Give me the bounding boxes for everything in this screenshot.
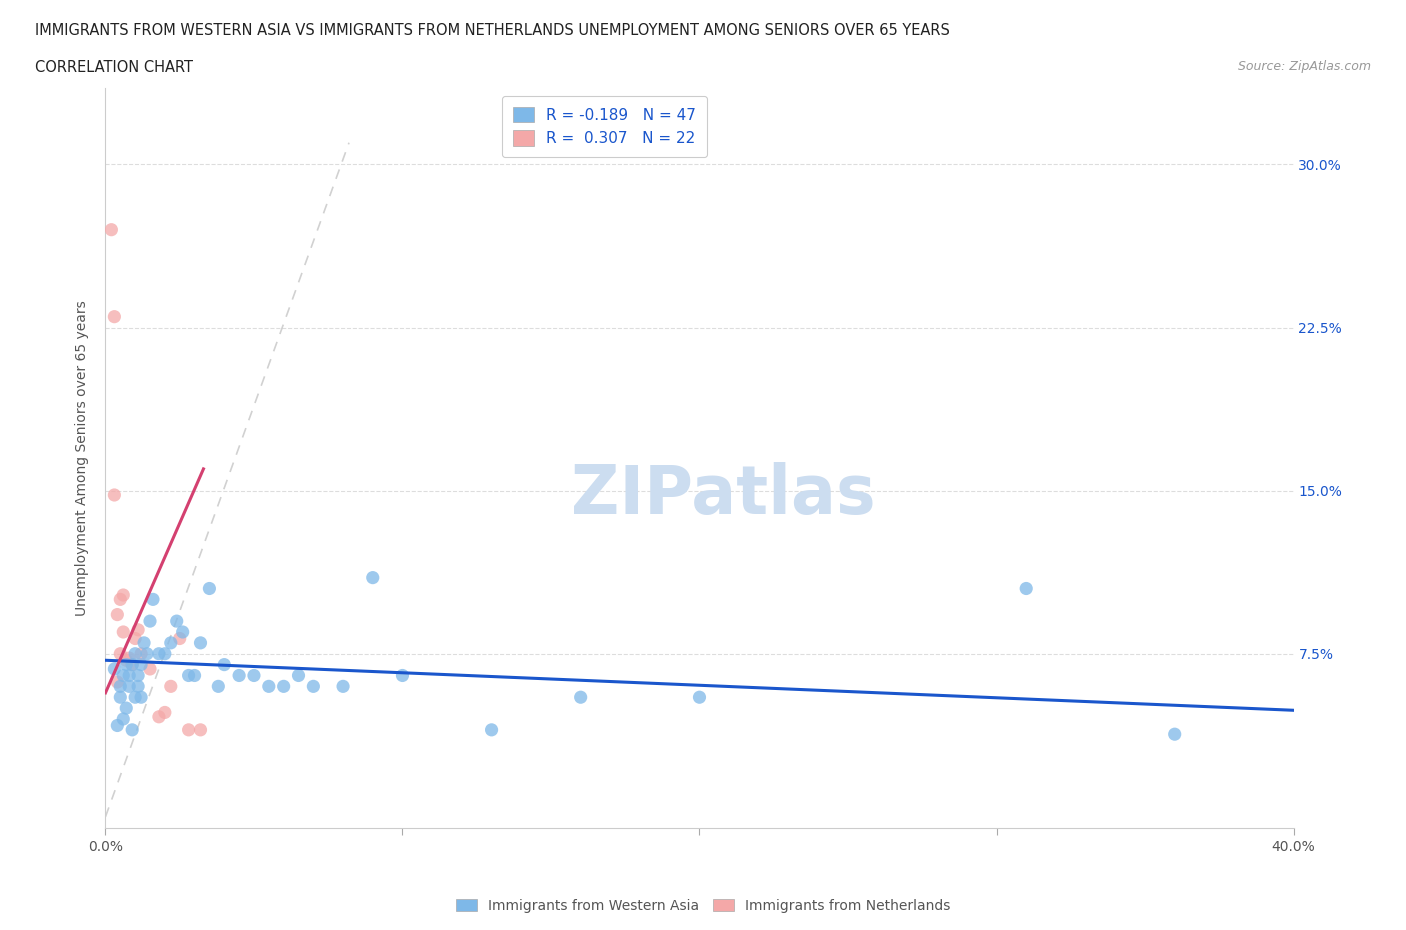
Point <box>148 710 170 724</box>
Point <box>153 646 176 661</box>
Text: ZIPatlas: ZIPatlas <box>571 462 876 528</box>
Point <box>169 631 191 646</box>
Point <box>198 581 221 596</box>
Point <box>689 690 711 705</box>
Legend: Immigrants from Western Asia, Immigrants from Netherlands: Immigrants from Western Asia, Immigrants… <box>450 894 956 919</box>
Point <box>139 614 162 629</box>
Point <box>391 668 413 683</box>
Point <box>127 622 149 637</box>
Point <box>110 679 132 694</box>
Point <box>110 646 132 661</box>
Point <box>127 668 149 683</box>
Point <box>110 690 132 705</box>
Point <box>112 625 135 640</box>
Point <box>100 222 122 237</box>
Point <box>115 653 138 668</box>
Point <box>103 310 125 325</box>
Point <box>127 679 149 694</box>
Point <box>190 635 212 650</box>
Point <box>172 625 194 640</box>
Point <box>190 723 212 737</box>
Point <box>569 690 592 705</box>
Point <box>129 646 152 661</box>
Point <box>207 679 229 694</box>
Point <box>112 588 135 603</box>
Point <box>214 658 236 672</box>
Point <box>287 668 309 683</box>
Point <box>361 570 384 585</box>
Point <box>105 718 128 733</box>
Point <box>1164 726 1187 741</box>
Point <box>103 487 125 502</box>
Point <box>1015 581 1038 596</box>
Point <box>132 635 155 650</box>
Point <box>166 614 188 629</box>
Point <box>118 651 141 666</box>
Point <box>481 723 503 737</box>
Point <box>124 631 146 646</box>
Point <box>257 679 280 694</box>
Point <box>159 679 181 694</box>
Point <box>177 723 200 737</box>
Point <box>302 679 325 694</box>
Point <box>115 658 138 672</box>
Point <box>103 661 125 676</box>
Point <box>129 658 152 672</box>
Point <box>183 668 205 683</box>
Text: IMMIGRANTS FROM WESTERN ASIA VS IMMIGRANTS FROM NETHERLANDS UNEMPLOYMENT AMONG S: IMMIGRANTS FROM WESTERN ASIA VS IMMIGRAN… <box>35 23 950 38</box>
Legend: R = -0.189   N = 47, R =  0.307   N = 22: R = -0.189 N = 47, R = 0.307 N = 22 <box>502 96 707 157</box>
Y-axis label: Unemployment Among Seniors over 65 years: Unemployment Among Seniors over 65 years <box>76 300 90 616</box>
Point <box>118 668 141 683</box>
Point <box>105 674 128 689</box>
Point <box>139 661 162 676</box>
Point <box>112 668 135 683</box>
Point <box>243 668 266 683</box>
Point <box>332 679 354 694</box>
Point <box>159 635 181 650</box>
Point <box>124 690 146 705</box>
Point <box>129 690 152 705</box>
Point <box>148 646 170 661</box>
Point <box>115 700 138 715</box>
Point <box>228 668 250 683</box>
Point <box>136 646 159 661</box>
Point <box>112 711 135 726</box>
Text: Source: ZipAtlas.com: Source: ZipAtlas.com <box>1237 60 1371 73</box>
Point <box>121 723 143 737</box>
Point <box>273 679 295 694</box>
Point <box>142 591 165 606</box>
Point <box>153 705 176 720</box>
Text: CORRELATION CHART: CORRELATION CHART <box>35 60 193 75</box>
Point <box>124 646 146 661</box>
Point <box>177 668 200 683</box>
Point <box>105 607 128 622</box>
Point <box>118 679 141 694</box>
Point <box>121 658 143 672</box>
Point <box>110 591 132 606</box>
Point <box>121 658 143 672</box>
